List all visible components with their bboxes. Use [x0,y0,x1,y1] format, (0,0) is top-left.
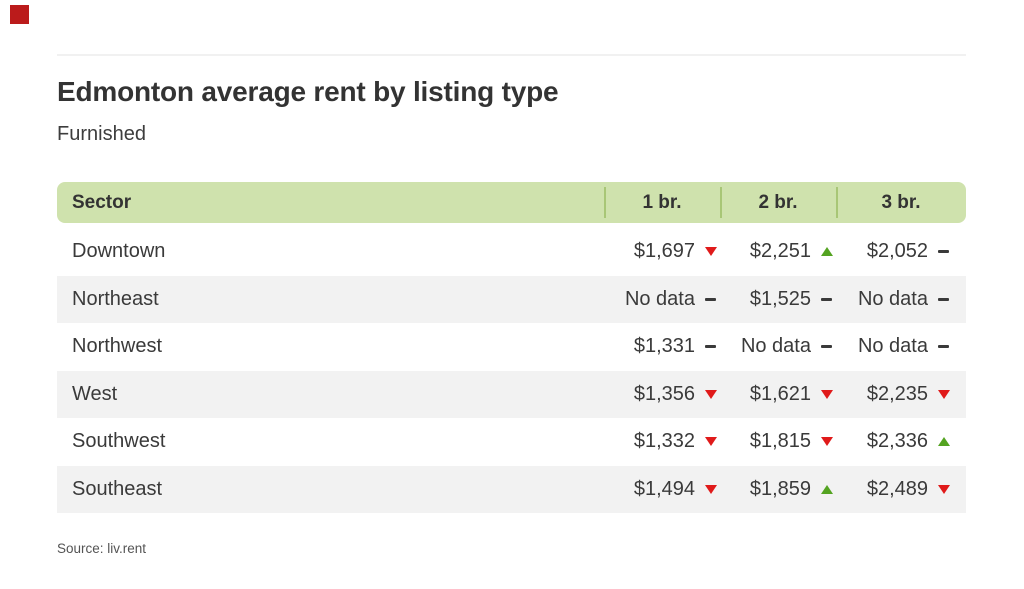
sector-label: Northeast [72,287,159,310]
value-cell: No data [604,288,720,311]
value-cell: $1,697 [604,240,720,263]
rent-table: Sector 1 br. 2 br. 3 br. Downtown $1,697… [57,182,966,513]
trend-flat-icon [938,297,949,301]
value-cell: $1,859 [720,478,836,501]
trend-flat-icon [938,345,949,349]
table-row-southwest: Southwest $1,332 $1,815 $2,336 [57,418,966,466]
value-cell: $2,052 [836,240,966,263]
value-cell: $1,815 [720,430,836,453]
rent-value: No data [624,287,695,310]
sector-label: Downtown [72,240,166,263]
trend-down-icon [937,389,950,399]
value-cell: $2,235 [836,383,966,406]
value-cell: $1,494 [604,478,720,501]
table-header-row: Sector 1 br. 2 br. 3 br. [57,182,966,223]
column-header-2br: 2 br. [720,182,836,223]
trend-flat-icon [938,250,949,254]
sector-label: Southwest [72,430,166,453]
rent-value: $1,697 [633,240,695,263]
rent-value: $1,356 [633,382,695,405]
table-row-northwest: Northwest $1,331 No data No data [57,323,966,371]
sector-label: Southeast [72,477,163,500]
trend-flat-icon [705,345,716,349]
value-cell: $1,332 [604,430,720,453]
value-cell: No data [836,335,966,358]
rent-value: $1,859 [749,477,811,500]
rent-value: No data [857,335,928,358]
brand-mark-icon [10,5,29,24]
rent-value: $1,621 [749,382,811,405]
trend-up-icon [937,437,950,447]
rent-value: $2,251 [749,240,811,263]
trend-flat-icon [821,345,832,349]
value-cell: No data [836,288,966,311]
source-attribution: Source: liv.rent [57,541,147,556]
table-row-southeast: Southeast $1,494 $1,859 $2,489 [57,465,966,513]
trend-down-icon [704,247,717,257]
rent-value: $1,332 [633,430,695,453]
rent-value: $1,815 [749,430,811,453]
trend-flat-icon [705,297,716,301]
sector-label: West [72,382,118,405]
page-subtitle: Furnished [57,123,146,145]
rent-value: $1,494 [633,477,695,500]
trend-down-icon [704,389,717,399]
table-row-west: West $1,356 $1,621 $2,235 [57,370,966,418]
value-cell: $1,525 [720,288,836,311]
table-row-downtown: Downtown $1,697 $2,251 $2,052 [57,228,966,276]
rent-value: No data [857,287,928,310]
column-header-3br: 3 br. [836,182,966,223]
trend-down-icon [820,437,833,447]
trend-down-icon [820,389,833,399]
table-body: Downtown $1,697 $2,251 $2,052 Northeast … [57,228,966,513]
rent-value: $1,525 [749,287,811,310]
value-cell: $2,251 [720,240,836,263]
trend-up-icon [820,247,833,257]
sector-label: Northwest [72,335,163,358]
value-cell: No data [720,335,836,358]
rent-value: $2,235 [866,382,928,405]
rent-value: $2,489 [866,477,928,500]
value-cell: $1,356 [604,383,720,406]
trend-down-icon [937,484,950,494]
value-cell: $1,621 [720,383,836,406]
top-divider [57,54,966,56]
value-cell: $2,336 [836,430,966,453]
value-cell: $2,489 [836,478,966,501]
table-row-northeast: Northeast No data $1,525 No data [57,275,966,323]
rent-value: No data [740,335,811,358]
rent-value: $2,336 [866,430,928,453]
trend-up-icon [820,484,833,494]
value-cell: $1,331 [604,335,720,358]
page-title: Edmonton average rent by listing type [57,76,559,107]
rent-value: $2,052 [866,240,928,263]
trend-down-icon [704,484,717,494]
trend-down-icon [704,437,717,447]
column-header-sector: Sector [72,191,132,213]
column-header-1br: 1 br. [604,182,720,223]
rent-value: $1,331 [633,335,695,358]
trend-flat-icon [821,297,832,301]
